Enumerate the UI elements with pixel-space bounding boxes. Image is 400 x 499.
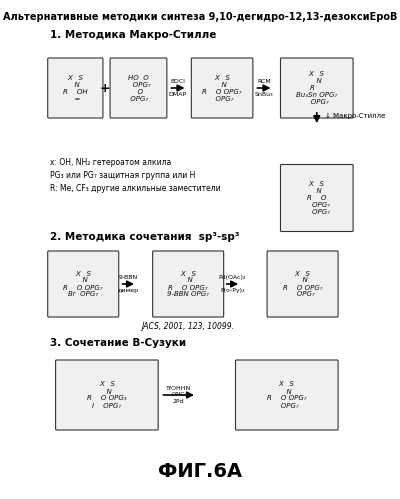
FancyBboxPatch shape (56, 360, 158, 430)
Text: X   S
  N
R    
Bu₃Sn OPG₇
   OPG₇: X S N R Bu₃Sn OPG₇ OPG₇ (296, 71, 337, 105)
FancyBboxPatch shape (153, 251, 224, 317)
FancyBboxPatch shape (191, 58, 253, 118)
Text: SnBu₃: SnBu₃ (255, 92, 273, 97)
Text: OPfC: OPfC (172, 393, 185, 398)
Text: JACS, 2001, 123, 10099.: JACS, 2001, 123, 10099. (142, 322, 235, 331)
Text: P(o-Py)₃: P(o-Py)₃ (220, 288, 245, 293)
FancyBboxPatch shape (236, 360, 338, 430)
Text: ФИГ.6А: ФИГ.6А (158, 462, 242, 481)
Text: 2. Методика сочетания  sp³-sp³: 2. Методика сочетания sp³-sp³ (50, 232, 240, 242)
Text: X   S
  N
R    O OPG₇
  OPG₇: X S N R O OPG₇ OPG₇ (202, 74, 242, 101)
FancyBboxPatch shape (48, 251, 119, 317)
Text: X   S
  N
R    OH
  =: X S N R OH = (63, 74, 88, 101)
Text: X   S
  N
R    O OPG₇
9-BBN OPG₇: X S N R O OPG₇ 9-BBN OPG₇ (167, 270, 209, 297)
Text: RCM: RCM (257, 79, 271, 84)
Text: X   S
  N
R    O OPG₇
   OPG₇: X S N R O OPG₇ OPG₇ (283, 270, 322, 297)
FancyBboxPatch shape (110, 58, 167, 118)
Text: TfOHHN: TfOHHN (166, 386, 191, 391)
Text: PG₃ или PG₇ защитная группа или H: PG₃ или PG₇ защитная группа или H (50, 171, 196, 180)
Text: HO  O
   OPG₇
  O
 OPG₇: HO O OPG₇ O OPG₇ (126, 74, 151, 101)
FancyBboxPatch shape (48, 58, 103, 118)
Text: R: Me, CF₃ другие алкильные заместители: R: Me, CF₃ другие алкильные заместители (50, 184, 221, 193)
Text: +: + (100, 81, 111, 94)
FancyBboxPatch shape (267, 251, 338, 317)
Text: x: OH, NH₂ гетероатом алкила: x: OH, NH₂ гетероатом алкила (50, 158, 171, 167)
Text: DMAP: DMAP (169, 92, 187, 97)
Text: димер: димер (118, 288, 139, 293)
FancyBboxPatch shape (280, 58, 353, 118)
Text: Альтернативные методики синтеза 9,10-дегидро-12,13-дезоксиЕроВ: Альтернативные методики синтеза 9,10-дег… (3, 12, 397, 22)
Text: X   S
  N
R    O
    OPG₇
    OPG₇: X S N R O OPG₇ OPG₇ (303, 181, 330, 215)
Text: 1. Методика Макро-Стилле: 1. Методика Макро-Стилле (50, 30, 216, 40)
Text: X   S
  N
R    O OPG₃
I    OPG₇: X S N R O OPG₃ I OPG₇ (87, 382, 127, 409)
Text: Pd(OAc)₂: Pd(OAc)₂ (219, 275, 246, 280)
FancyBboxPatch shape (280, 165, 353, 232)
Text: EDCI: EDCI (170, 79, 186, 84)
Text: 9-BBN: 9-BBN (118, 275, 138, 280)
Text: 3. Сочетание В-Сузуки: 3. Сочетание В-Сузуки (50, 338, 186, 348)
Text: 2Pd: 2Pd (173, 399, 184, 404)
Text: ↓ Макро-Стилле: ↓ Макро-Стилле (325, 113, 385, 119)
Text: X   S
  N
R    O OPG₇
   OPG₇: X S N R O OPG₇ OPG₇ (267, 382, 306, 409)
Text: X   S
  N
R    O OPG₇
Br  OPG₇: X S N R O OPG₇ Br OPG₇ (64, 270, 103, 297)
